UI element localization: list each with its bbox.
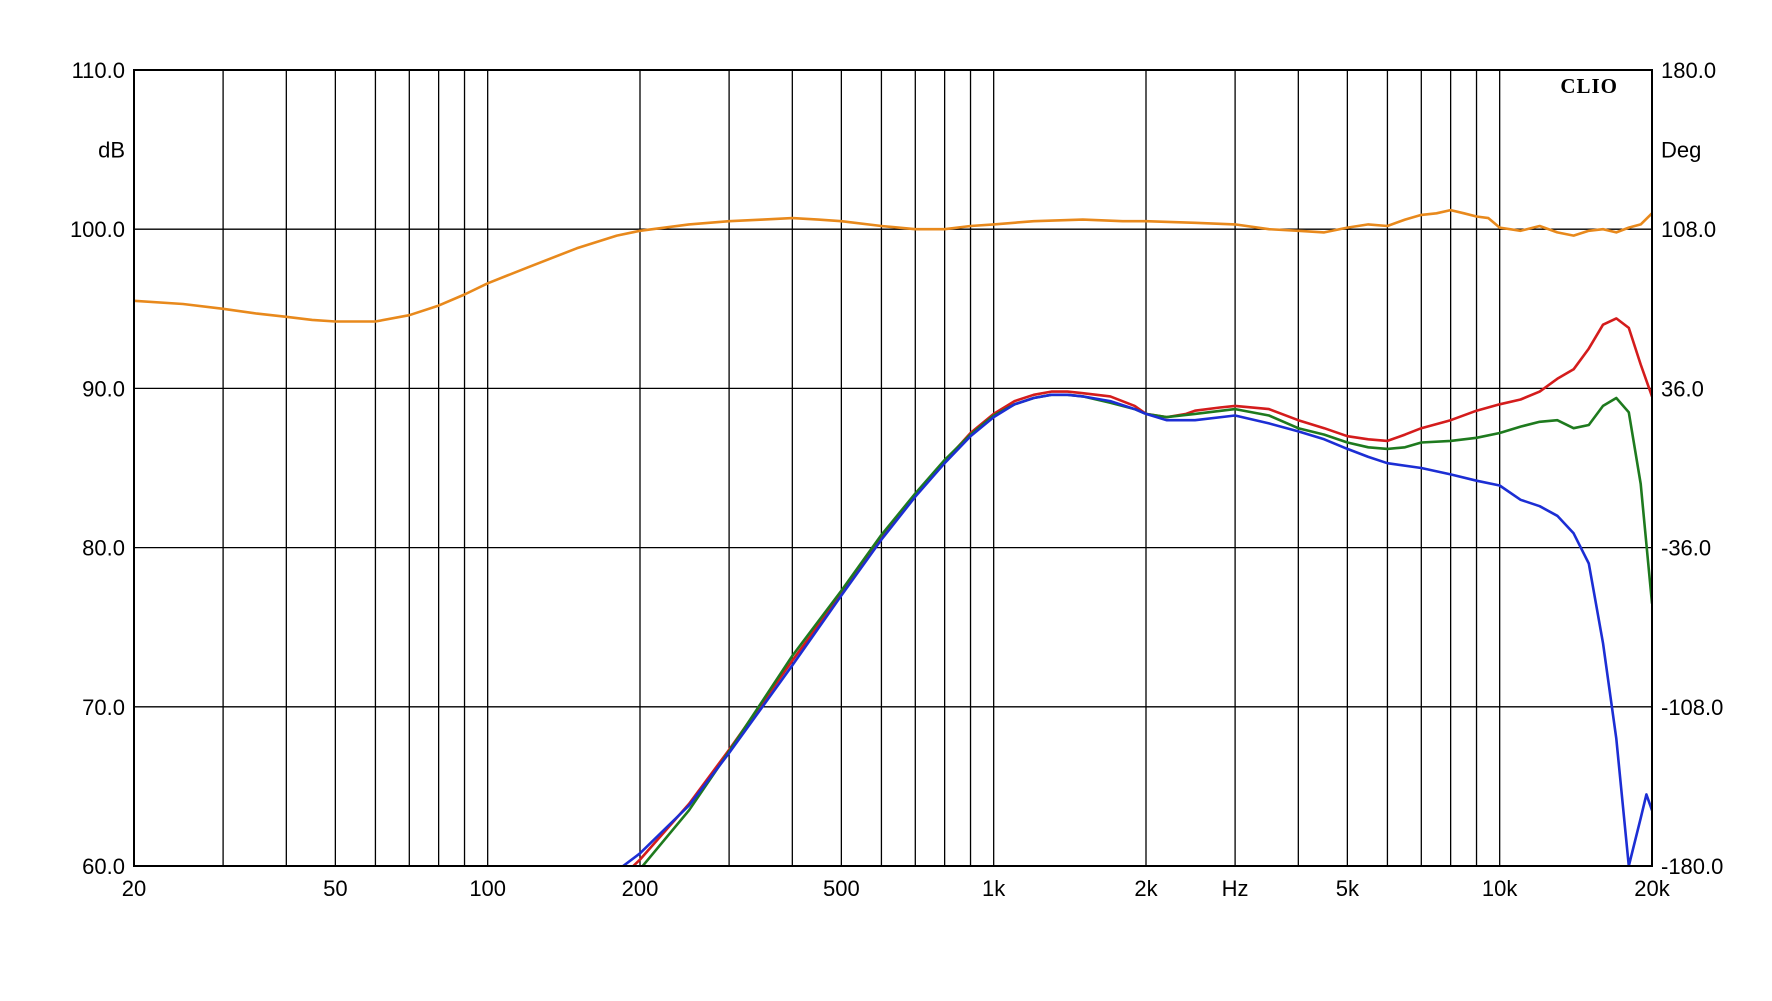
y-left-tick-label: 90.0 [82, 376, 125, 401]
y-axis-left-unit: dB [98, 138, 125, 163]
x-tick-label: 50 [323, 876, 347, 901]
clio-brand-label: CLIO [1560, 74, 1618, 98]
x-tick-label: 200 [622, 876, 659, 901]
x-axis-unit: Hz [1222, 876, 1249, 901]
y-left-tick-label: 70.0 [82, 695, 125, 720]
x-tick-label: 500 [823, 876, 860, 901]
series-line-3 [640, 393, 1652, 866]
y-left-tick-label: 80.0 [82, 536, 125, 561]
axis-labels: dB Deg Hz CLIO 60.0 70.0 80.0 90.0 100.0 110.… [70, 58, 1723, 901]
y-left-tick-label: 100.0 [70, 217, 125, 242]
series-line-1 [134, 208, 1652, 323]
series-line-4 [621, 393, 1652, 866]
x-tick-label: 1k [982, 876, 1006, 901]
series-layer [134, 208, 1652, 866]
x-tick-label: 20k [1634, 876, 1670, 901]
y-right-tick-label: -108.0 [1661, 695, 1723, 720]
y-right-tick-label: 108.0 [1661, 217, 1716, 242]
y-right-tick-label: 36.0 [1661, 376, 1704, 401]
plot-frame [133, 69, 1653, 867]
x-tick-label: 20 [122, 876, 146, 901]
x-tick-label: 2k [1134, 876, 1158, 901]
x-tick-label: 5k [1336, 876, 1360, 901]
y-right-tick-label: -36.0 [1661, 536, 1711, 561]
series-line-2 [631, 317, 1652, 866]
grid [134, 70, 1652, 866]
y-left-tick-label: 110.0 [72, 58, 125, 83]
y-right-tick-label: 180.0 [1661, 58, 1716, 83]
y-right-tick-label: -180.0 [1661, 854, 1723, 879]
y-axis-right-unit: Deg [1661, 138, 1701, 163]
y-left-tick-label: 60.0 [82, 854, 125, 879]
x-tick-label: 100 [469, 876, 506, 901]
x-tick-label: 10k [1482, 876, 1518, 901]
